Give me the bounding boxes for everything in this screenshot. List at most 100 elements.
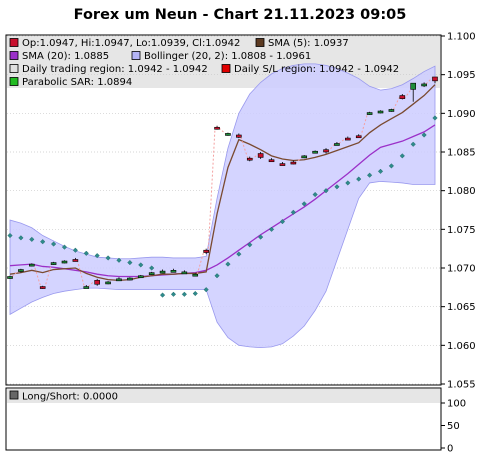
candle-body [421,83,427,87]
gap-connector [403,89,412,99]
sar-point [290,209,296,215]
sar-point [203,287,209,293]
legend-swatch [9,51,19,60]
sar-point [247,242,253,248]
candle-body [18,269,24,272]
candle-body [410,82,417,90]
gap-connector [87,280,96,287]
legend-label: SMA (20): 1.0885 [22,51,109,62]
plot-layer [7,63,438,349]
long-short-legend: Long/Short: 0.0000 [22,392,118,403]
y-tick-label: 1.090 [447,109,476,120]
sar-point [83,250,89,256]
candle-body [214,126,220,130]
sar-point [51,241,57,247]
gap-connector [44,263,53,289]
sar-point [323,188,329,194]
sar-point [432,115,438,121]
candle-body [225,133,231,136]
gap-connector [11,269,20,277]
sar-point [345,180,351,186]
sar-point [377,168,384,174]
candle-body [116,278,122,282]
candle-body [192,273,199,277]
y-tick-label: 1.085 [447,148,476,159]
sar-point [214,273,220,279]
candle-body [257,153,264,158]
gap-connector [392,95,401,110]
candle-body [301,155,308,159]
candle-body [39,286,46,289]
legend-swatch [221,64,231,73]
lower-legend-background [7,389,440,403]
sar-point [181,291,187,297]
y-tick-label: 1.065 [447,302,476,313]
sar-point [410,141,416,147]
candle-body [323,149,329,153]
gap-connector [207,127,216,253]
y-axis: 1.055 1.060 1.065 1.070 1.075 1.080 1.085 1.090… [441,32,476,391]
legend-swatch [9,77,19,86]
sar-point [7,232,13,239]
candle-body [377,110,384,114]
gap-connector [218,127,227,135]
sar-point [225,261,231,267]
candle-body [432,76,438,82]
gap-connector [360,113,369,137]
sar-point [421,132,427,138]
chart-title: Forex um Neun - Chart 21.11.2023 09:05 [74,7,407,23]
gap-connector [294,156,303,164]
candle-body [334,143,340,146]
sma5-line [9,84,436,282]
y-tick-label: 1.060 [447,341,476,352]
sar-point [159,292,166,298]
candle-body [148,272,155,275]
long-short-swatch [9,390,19,400]
y-tick-label: 1.080 [447,186,476,197]
candle-body [50,262,57,265]
legend-label: Daily trading region: 1.0942 - 1.0942 [22,64,208,75]
candle-body [279,163,286,166]
sar-point [18,235,24,241]
candle-body [159,270,166,274]
gap-connector [425,76,434,85]
gap-connector [196,250,205,275]
sar-point [138,262,144,268]
candle-body [388,109,395,112]
gap-connector [327,143,336,153]
legend-swatch [255,38,265,47]
sar-point [236,251,242,257]
sar-point [72,247,78,253]
sar-point [61,244,68,250]
sar-point [367,172,373,178]
sar-point [40,239,46,245]
candle-body [290,161,297,165]
sar-point [388,163,394,169]
candle-body [105,281,111,285]
candle-body [312,150,318,154]
legend-swatch [9,64,19,73]
sar-point [192,290,198,297]
legend-label: SMA (5): 1.0937 [268,38,349,49]
candle-body [399,95,406,99]
legend-label: Bollinger (20, 2): 1.0808 - 1.0961 [144,51,311,62]
legend-label: Parabolic SAR: 1.0894 [22,77,132,88]
y-tick-label: 1.095 [447,70,476,81]
sar-point [29,236,35,242]
sar-point [301,201,307,207]
candle-body [268,159,275,163]
lower-y-axis: 100 50 0 [441,399,466,455]
lower-tick-label: 50 [447,421,460,432]
candle-body [236,134,242,138]
candle-body [72,259,79,262]
sar-point [334,184,340,190]
legend-label: Op:1.0947, Hi:1.0947, Lo:1.0939, Cl:1.09… [22,38,240,49]
sar-point [105,255,111,261]
sar-point [116,257,122,263]
candle-body [170,270,177,273]
candle-body [366,112,373,115]
legend-label: Daily S/L region: 1.0942 - 1.0942 [234,64,399,75]
candle-body [203,249,209,253]
y-tick-label: 1.055 [447,380,476,391]
